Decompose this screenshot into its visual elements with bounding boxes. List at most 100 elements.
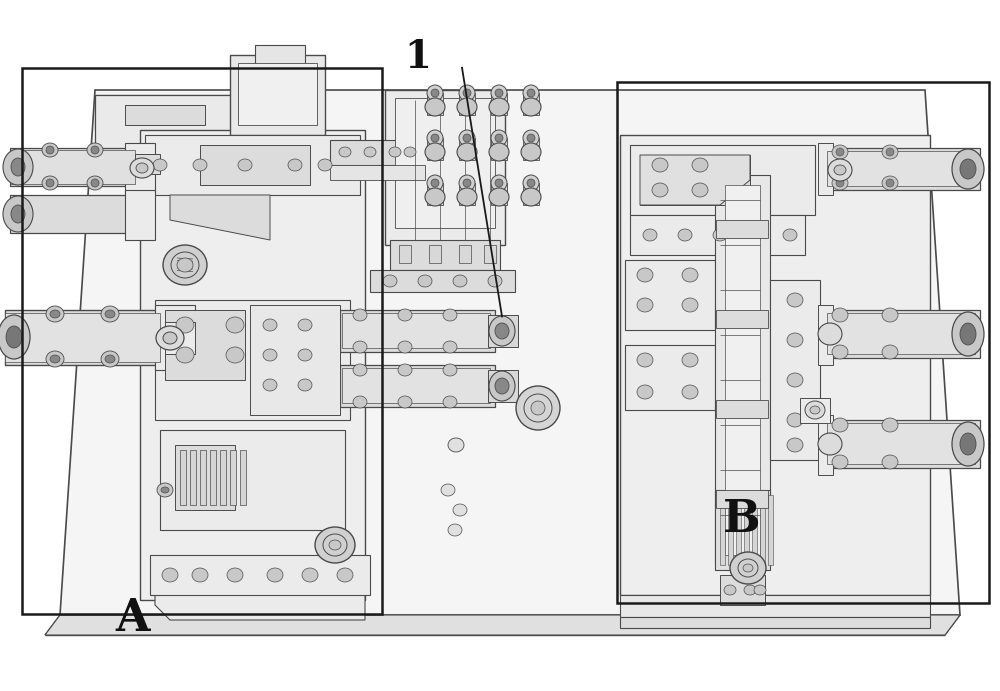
Ellipse shape bbox=[886, 148, 894, 156]
Bar bbox=[827, 313, 975, 354]
Ellipse shape bbox=[441, 484, 455, 496]
Ellipse shape bbox=[521, 143, 541, 161]
Bar bbox=[330, 140, 425, 165]
Bar bbox=[491, 138, 507, 160]
Ellipse shape bbox=[457, 188, 477, 206]
Ellipse shape bbox=[886, 179, 894, 187]
Ellipse shape bbox=[448, 438, 464, 452]
Ellipse shape bbox=[818, 323, 842, 345]
Ellipse shape bbox=[832, 418, 848, 432]
Bar bbox=[240, 450, 246, 505]
Bar bbox=[620, 595, 930, 617]
Bar bbox=[617, 82, 989, 603]
Ellipse shape bbox=[398, 341, 412, 353]
Ellipse shape bbox=[523, 130, 539, 146]
Bar bbox=[180, 450, 186, 505]
Ellipse shape bbox=[743, 564, 753, 572]
Ellipse shape bbox=[463, 179, 471, 187]
Ellipse shape bbox=[754, 585, 766, 595]
Ellipse shape bbox=[516, 386, 560, 430]
Bar bbox=[135, 154, 160, 174]
Bar bbox=[523, 138, 539, 160]
Ellipse shape bbox=[882, 345, 898, 359]
Ellipse shape bbox=[177, 258, 193, 272]
Bar bbox=[342, 313, 490, 348]
Ellipse shape bbox=[364, 147, 376, 157]
Ellipse shape bbox=[443, 396, 457, 408]
Ellipse shape bbox=[427, 130, 443, 146]
Bar bbox=[818, 143, 833, 195]
Ellipse shape bbox=[6, 326, 22, 348]
Ellipse shape bbox=[682, 385, 698, 399]
Bar bbox=[340, 310, 495, 352]
Ellipse shape bbox=[425, 188, 445, 206]
Bar bbox=[488, 315, 518, 347]
Ellipse shape bbox=[882, 308, 898, 322]
Ellipse shape bbox=[46, 351, 64, 367]
Ellipse shape bbox=[491, 85, 507, 101]
Bar bbox=[825, 310, 980, 358]
Ellipse shape bbox=[692, 158, 708, 172]
Bar bbox=[720, 575, 765, 605]
Text: A: A bbox=[116, 597, 150, 640]
Ellipse shape bbox=[11, 158, 25, 176]
Ellipse shape bbox=[652, 158, 668, 172]
Ellipse shape bbox=[495, 89, 503, 97]
Ellipse shape bbox=[453, 504, 467, 516]
Bar bbox=[715, 490, 770, 570]
Ellipse shape bbox=[157, 483, 173, 497]
Bar bbox=[22, 68, 382, 614]
Polygon shape bbox=[45, 615, 960, 635]
Bar bbox=[5, 310, 165, 365]
Ellipse shape bbox=[163, 332, 177, 344]
Ellipse shape bbox=[339, 147, 351, 157]
Ellipse shape bbox=[643, 229, 657, 241]
Ellipse shape bbox=[652, 183, 668, 197]
Bar bbox=[190, 450, 196, 505]
Polygon shape bbox=[640, 155, 750, 205]
Ellipse shape bbox=[459, 130, 475, 146]
Ellipse shape bbox=[91, 179, 99, 187]
Bar bbox=[175, 445, 235, 510]
Bar bbox=[459, 138, 475, 160]
Polygon shape bbox=[60, 90, 960, 615]
Ellipse shape bbox=[489, 371, 515, 401]
Bar bbox=[10, 150, 135, 184]
Ellipse shape bbox=[952, 149, 984, 189]
Ellipse shape bbox=[531, 401, 545, 415]
Ellipse shape bbox=[952, 312, 984, 356]
Bar bbox=[395, 98, 495, 228]
Ellipse shape bbox=[637, 385, 653, 399]
Ellipse shape bbox=[787, 333, 803, 347]
Ellipse shape bbox=[882, 176, 898, 190]
Ellipse shape bbox=[748, 229, 762, 241]
Ellipse shape bbox=[238, 159, 252, 171]
Bar bbox=[770, 280, 820, 460]
Bar bbox=[752, 495, 757, 565]
Bar bbox=[399, 245, 411, 263]
Bar bbox=[385, 90, 505, 245]
Bar bbox=[238, 63, 317, 125]
Ellipse shape bbox=[521, 188, 541, 206]
Bar bbox=[200, 450, 206, 505]
Ellipse shape bbox=[682, 298, 698, 312]
Ellipse shape bbox=[298, 319, 312, 331]
Ellipse shape bbox=[787, 373, 803, 387]
Ellipse shape bbox=[836, 148, 844, 156]
Ellipse shape bbox=[443, 341, 457, 353]
Bar bbox=[716, 220, 768, 238]
Ellipse shape bbox=[263, 379, 277, 391]
Bar bbox=[125, 105, 205, 125]
Bar bbox=[200, 145, 310, 185]
Ellipse shape bbox=[637, 298, 653, 312]
Ellipse shape bbox=[353, 341, 367, 353]
Ellipse shape bbox=[457, 98, 477, 116]
Bar bbox=[523, 183, 539, 205]
Ellipse shape bbox=[523, 85, 539, 101]
Bar bbox=[140, 130, 365, 600]
Ellipse shape bbox=[527, 134, 535, 142]
Ellipse shape bbox=[226, 347, 244, 363]
Bar bbox=[827, 151, 975, 186]
Ellipse shape bbox=[832, 455, 848, 469]
Bar bbox=[150, 555, 370, 595]
